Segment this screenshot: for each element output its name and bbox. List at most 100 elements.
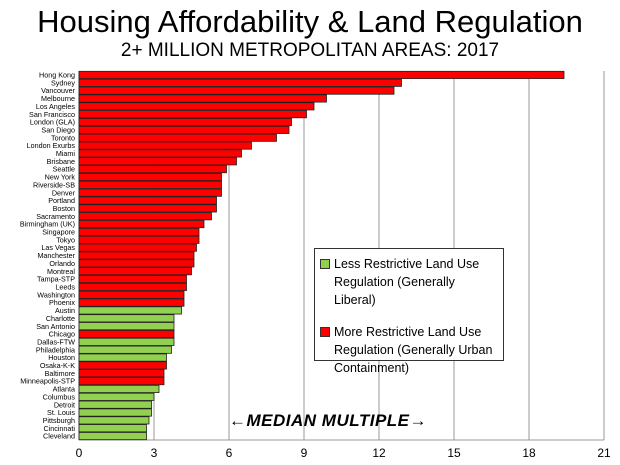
bar-boston: [78, 204, 217, 213]
legend-label: Less Restrictive Land Use Regulation (Ge…: [334, 257, 480, 307]
x-tick-label: 3: [151, 446, 158, 460]
bar-orlando: [78, 259, 195, 268]
bar-riverside-sb: [78, 180, 222, 189]
y-tick-label: Birmingham (UK): [20, 220, 75, 229]
y-tick-label: Portland: [48, 196, 75, 205]
y-tick-label: Orlando: [49, 259, 75, 268]
bar-portland: [78, 196, 217, 205]
bar-washington: [78, 290, 185, 299]
bar-las-vegas: [78, 243, 197, 252]
x-axis-label: ←MEDIAN MULTIPLE→: [229, 411, 428, 430]
bar-san-antonio: [78, 322, 175, 331]
y-tick-label: Singapore: [42, 228, 75, 237]
bar-st-louis: [78, 408, 152, 417]
y-tick-label: New York: [45, 173, 76, 182]
chart-title: Housing Affordability & Land Regulation: [37, 4, 583, 39]
y-tick-label: Cleveland: [43, 432, 75, 441]
bar-dallas-ftw: [78, 337, 175, 346]
bar-baltimore: [78, 369, 165, 378]
x-tick-label: 18: [522, 446, 536, 460]
bar-austin: [78, 306, 182, 315]
bar-seattle: [78, 165, 227, 174]
bar-tampa-stp: [78, 275, 187, 284]
legend-swatch-green: [320, 259, 330, 269]
y-tick-label: Melbourne: [41, 94, 75, 103]
bar-london-exurbs: [78, 141, 252, 150]
bar-minneapolis-stp: [78, 377, 165, 386]
x-tick-label: 9: [301, 446, 308, 460]
bar-new-york: [78, 172, 222, 182]
y-tick-label: San Antonio: [36, 322, 75, 331]
bar-osaka-k-k: [78, 361, 167, 370]
y-tick-label: Philadelphia: [36, 345, 75, 354]
y-tick-label: San Francisco: [29, 110, 75, 119]
y-tick-label: Boston: [53, 204, 75, 213]
legend-swatch-red: [320, 327, 330, 337]
legend-item-more-restrictive: More Restrictive Land Use Regulation (Ge…: [319, 323, 499, 377]
y-tick-label: Charlotte: [46, 314, 75, 323]
y-tick-label: St. Louis: [47, 408, 75, 417]
bar-atlanta: [78, 384, 160, 393]
bar-melbourne: [78, 94, 327, 103]
bar-detroit: [78, 400, 152, 409]
x-tick-label: 15: [447, 446, 461, 460]
bar-leeds: [78, 282, 187, 291]
y-tick-label: Manchester: [37, 251, 75, 260]
bar-cincinnati: [78, 424, 147, 433]
y-tick-label: Brisbane: [47, 157, 75, 166]
y-tick-label: Osaka-K-K: [40, 361, 75, 370]
y-tick-label: Los Angeles: [36, 102, 76, 111]
bar-houston: [78, 353, 167, 362]
y-tick-label: Seattle: [53, 165, 75, 174]
y-tick-label: Montreal: [47, 267, 75, 276]
y-tick-label: Riverside-SB: [33, 180, 75, 189]
y-tick-label: Sacramento: [36, 212, 75, 221]
y-tick-label: Denver: [52, 188, 76, 197]
y-tick-label: Las Vegas: [41, 243, 75, 252]
y-tick-label: Minneapolis-STP: [20, 377, 75, 386]
bar-los-angeles: [78, 102, 315, 111]
y-tick-label: Sydney: [51, 78, 75, 87]
bar-denver: [78, 188, 222, 197]
bar-vancouver: [78, 86, 395, 95]
y-tick-label: Chicago: [49, 330, 75, 339]
bar-chicago: [78, 329, 175, 339]
y-tick-label: Austin: [55, 306, 75, 315]
bar-charlotte: [78, 314, 175, 323]
y-tick-label: Washington: [37, 290, 75, 299]
legend-label: More Restrictive Land Use Regulation (Ge…: [334, 325, 493, 375]
y-tick-label: Leeds: [55, 283, 75, 292]
y-tick-label: Baltimore: [45, 369, 75, 378]
legend-item-less-restrictive: Less Restrictive Land Use Regulation (Ge…: [319, 255, 499, 309]
x-tick-label: 6: [226, 446, 233, 460]
y-tick-label: London Exurbs: [27, 141, 76, 150]
bar-san-diego: [78, 125, 290, 134]
y-tick-label: Phoenix: [49, 298, 75, 307]
x-tick-label: 12: [372, 446, 386, 460]
bar-phoenix: [78, 298, 185, 307]
bar-birmingham-uk-: [78, 220, 205, 229]
bar-philadelphia: [78, 345, 172, 354]
y-tick-label: Pittsburgh: [43, 416, 75, 425]
legend: Less Restrictive Land Use Regulation (Ge…: [314, 248, 504, 375]
x-tick-label: 21: [597, 446, 611, 460]
bar-montreal: [78, 267, 192, 276]
y-tick-label: Tokyo: [56, 235, 75, 244]
y-tick-label: Dallas-FTW: [37, 337, 75, 346]
y-tick-label: Detroit: [54, 400, 75, 409]
x-tick-label: 0: [76, 446, 83, 460]
bar-singapore: [78, 227, 200, 236]
y-tick-label: Columbus: [43, 392, 76, 401]
bar-london-gla-: [78, 118, 292, 127]
y-tick-label: Vancouver: [41, 86, 75, 95]
bar-pittsburgh: [78, 416, 150, 425]
y-tick-label: Houston: [48, 353, 75, 362]
y-tick-label: Tampa-STP: [37, 275, 75, 284]
bar-sydney: [78, 78, 402, 87]
bar-toronto: [78, 133, 277, 142]
bar-columbus: [78, 392, 155, 401]
chart-subtitle: 2+ MILLION METROPOLITAN AREAS: 2017: [120, 40, 500, 61]
bar-brisbane: [78, 157, 237, 166]
bar-cleveland: [78, 432, 147, 441]
